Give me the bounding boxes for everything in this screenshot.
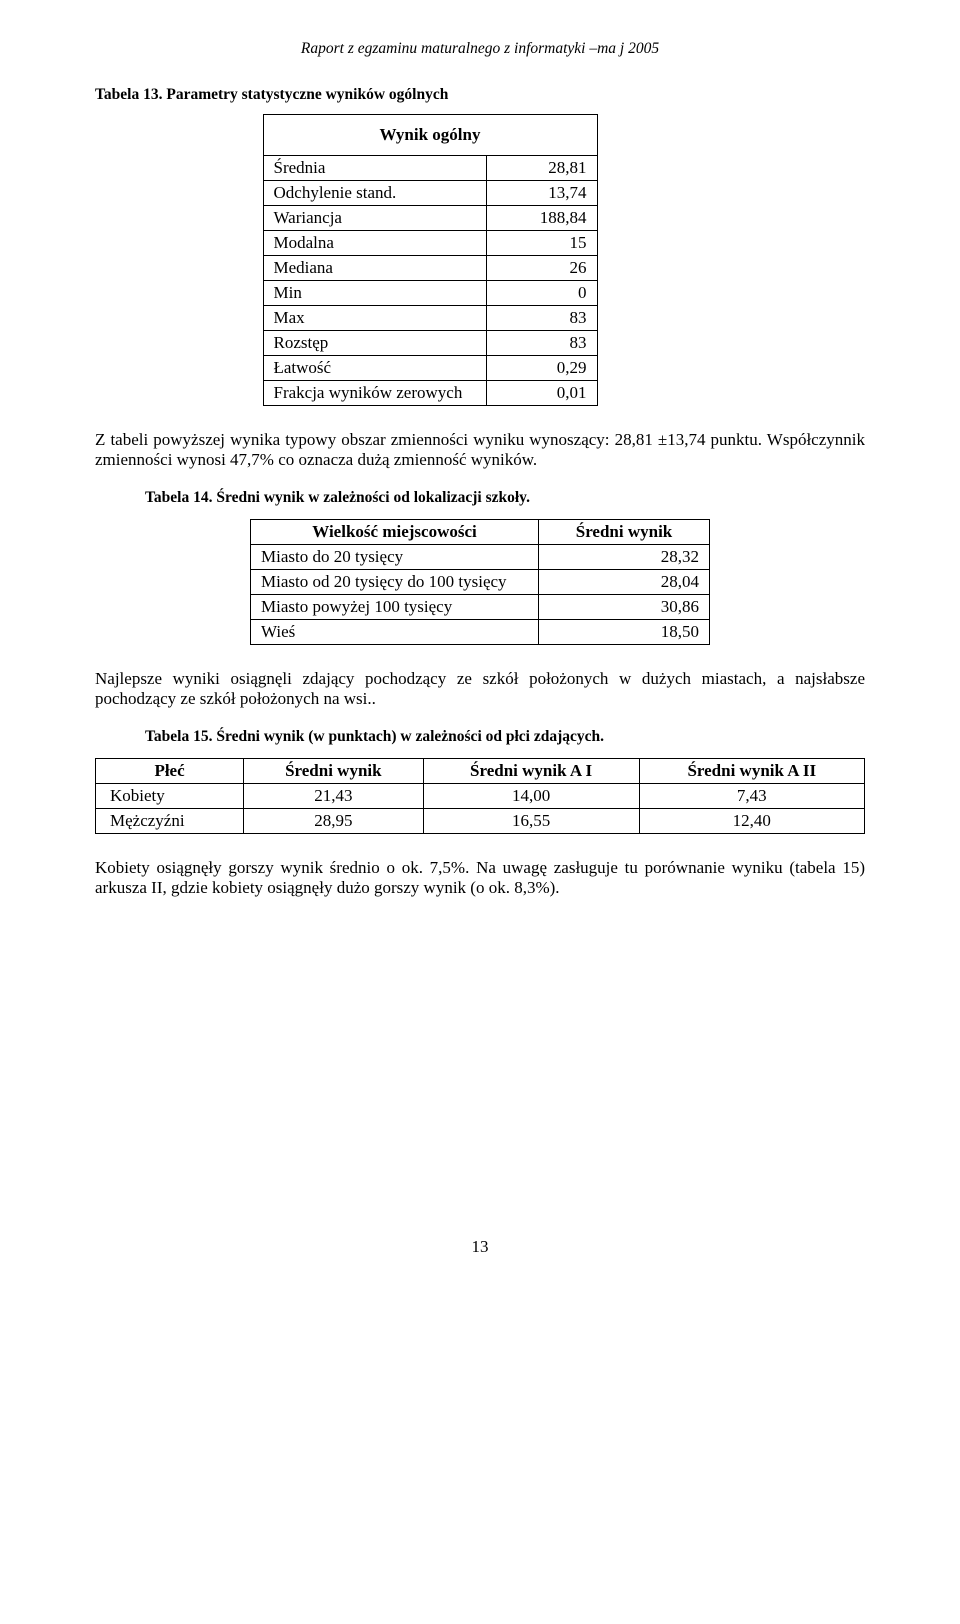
stat-value: 188,84	[486, 206, 597, 231]
table-row: Frakcja wyników zerowych0,01	[263, 381, 597, 406]
stat-value: 28,81	[486, 156, 597, 181]
loc-value: 28,04	[539, 570, 710, 595]
stat-value: 83	[486, 306, 597, 331]
loc-value: 28,32	[539, 545, 710, 570]
paragraph-2: Najlepsze wyniki osiągnęli zdający pocho…	[95, 669, 865, 708]
table14-caption: Tabela 14. Średni wynik w zależności od …	[145, 489, 865, 507]
table14-header1: Wielkość miejscowości	[251, 520, 539, 545]
loc-value: 18,50	[539, 620, 710, 645]
gender-label: Mężczyźni	[96, 809, 244, 834]
stat-label: Średnia	[263, 156, 486, 181]
stat-label: Min	[263, 281, 486, 306]
stat-label: Max	[263, 306, 486, 331]
gender-label: Kobiety	[96, 784, 244, 809]
table-row: Mediana26	[263, 256, 597, 281]
table-row: Odchylenie stand.13,74	[263, 181, 597, 206]
gender-v1: 21,43	[244, 784, 423, 809]
table-row: Miasto od 20 tysięcy do 100 tysięcy28,04	[251, 570, 710, 595]
table13-wrapper: Wynik ogólny Średnia28,81 Odchylenie sta…	[0, 114, 865, 406]
paragraph-3: Kobiety osiągnęły gorszy wynik średnio o…	[95, 858, 865, 897]
gender-v1: 28,95	[244, 809, 423, 834]
table-row: Średnia28,81	[263, 156, 597, 181]
table-row: Miasto powyżej 100 tysięcy30,86	[251, 595, 710, 620]
table15-wrapper: Płeć Średni wynik Średni wynik A I Średn…	[95, 758, 865, 834]
table15: Płeć Średni wynik Średni wynik A I Średn…	[95, 758, 865, 834]
table15-caption: Tabela 15. Średni wynik (w punktach) w z…	[145, 728, 865, 746]
stat-value: 26	[486, 256, 597, 281]
table-row: Min0	[263, 281, 597, 306]
page-number: 13	[95, 1237, 865, 1257]
table13-caption: Tabela 13. Parametry statystyczne wynikó…	[95, 86, 865, 104]
page-header: Raport z egzaminu maturalnego z informat…	[95, 40, 865, 58]
table14-header-row: Wielkość miejscowości Średni wynik	[251, 520, 710, 545]
gender-v3: 12,40	[639, 809, 864, 834]
gender-v2: 16,55	[423, 809, 639, 834]
table14-wrapper: Wielkość miejscowości Średni wynik Miast…	[95, 519, 865, 645]
stat-value: 13,74	[486, 181, 597, 206]
stat-label: Frakcja wyników zerowych	[263, 381, 486, 406]
loc-label: Miasto od 20 tysięcy do 100 tysięcy	[251, 570, 539, 595]
table15-h1: Średni wynik	[244, 759, 423, 784]
table-row: Łatwość0,29	[263, 356, 597, 381]
table-row: Miasto do 20 tysięcy28,32	[251, 545, 710, 570]
table-row: Kobiety 21,43 14,00 7,43	[96, 784, 865, 809]
table-row: Mężczyźni 28,95 16,55 12,40	[96, 809, 865, 834]
table14-header2: Średni wynik	[539, 520, 710, 545]
table-row: Modalna15	[263, 231, 597, 256]
stat-value: 15	[486, 231, 597, 256]
stat-label: Rozstęp	[263, 331, 486, 356]
paragraph-1: Z tabeli powyższej wynika typowy obszar …	[95, 430, 865, 469]
table13: Wynik ogólny Średnia28,81 Odchylenie sta…	[263, 114, 598, 406]
table15-h0: Płeć	[96, 759, 244, 784]
stat-label: Łatwość	[263, 356, 486, 381]
table15-h3: Średni wynik A II	[639, 759, 864, 784]
loc-label: Miasto powyżej 100 tysięcy	[251, 595, 539, 620]
stat-value: 0,29	[486, 356, 597, 381]
table-row: Max83	[263, 306, 597, 331]
gender-v2: 14,00	[423, 784, 639, 809]
document-page: Raport z egzaminu maturalnego z informat…	[0, 0, 960, 1297]
stat-label: Odchylenie stand.	[263, 181, 486, 206]
gender-v3: 7,43	[639, 784, 864, 809]
table-row: Wieś18,50	[251, 620, 710, 645]
stat-value: 0	[486, 281, 597, 306]
table-row: Wariancja188,84	[263, 206, 597, 231]
stat-label: Modalna	[263, 231, 486, 256]
table13-header-row: Wynik ogólny	[263, 115, 597, 156]
table-row: Rozstęp83	[263, 331, 597, 356]
table15-header-row: Płeć Średni wynik Średni wynik A I Średn…	[96, 759, 865, 784]
loc-label: Wieś	[251, 620, 539, 645]
loc-label: Miasto do 20 tysięcy	[251, 545, 539, 570]
stat-value: 0,01	[486, 381, 597, 406]
stat-label: Mediana	[263, 256, 486, 281]
loc-value: 30,86	[539, 595, 710, 620]
table15-h2: Średni wynik A I	[423, 759, 639, 784]
stat-value: 83	[486, 331, 597, 356]
stat-label: Wariancja	[263, 206, 486, 231]
table13-title: Wynik ogólny	[263, 115, 597, 156]
table14: Wielkość miejscowości Średni wynik Miast…	[250, 519, 710, 645]
